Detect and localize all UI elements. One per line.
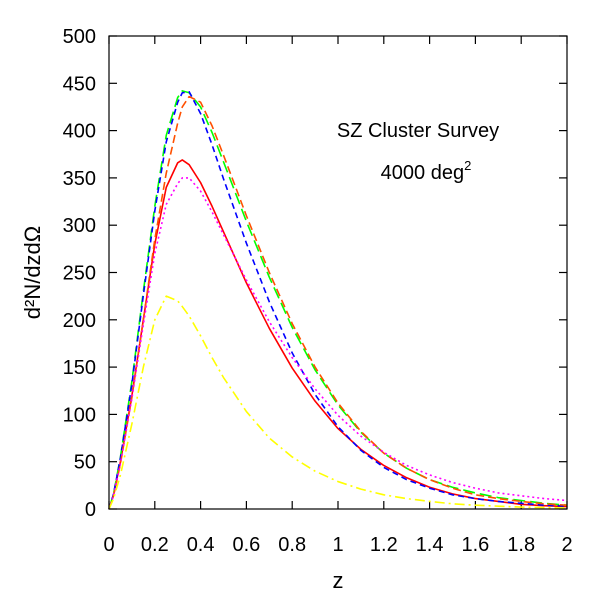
annotation-area-value: 4000 deg bbox=[381, 162, 464, 184]
y-tick-label: 350 bbox=[63, 168, 96, 190]
x-tick-label: 0.4 bbox=[187, 534, 215, 556]
y-tick-label: 50 bbox=[74, 452, 96, 474]
y-tick-label: 100 bbox=[63, 404, 96, 426]
y-tick-label: 200 bbox=[63, 310, 96, 332]
labels-layer: 0 0.2 0.4 0.6 0.8 1 1.2 1.4 1.6 1.8 2 0 50 100 150 200 2… bbox=[63, 26, 573, 556]
series-line-5 bbox=[108, 177, 568, 510]
x-tick-label: 1.4 bbox=[416, 534, 444, 556]
x-axis-label: z bbox=[333, 568, 344, 593]
y-tick-label: 300 bbox=[63, 215, 96, 237]
plot-frame bbox=[108, 35, 568, 510]
y-tick-label: 450 bbox=[63, 73, 96, 95]
y-tick-label: 400 bbox=[63, 121, 96, 143]
series-line-1 bbox=[108, 159, 568, 510]
y-axis-label: d²N/dzdΩ bbox=[20, 226, 45, 319]
x-tick-label: 1.2 bbox=[370, 534, 398, 556]
x-tick-label: 0.6 bbox=[232, 534, 260, 556]
series-line-3 bbox=[108, 91, 568, 510]
y-tick-label: 250 bbox=[63, 263, 96, 285]
annotation-survey-area: 4000 deg2 bbox=[381, 158, 472, 184]
ticks-layer bbox=[108, 35, 568, 510]
y-tick-label: 500 bbox=[63, 26, 96, 48]
annotation-area-exponent: 2 bbox=[464, 158, 471, 173]
annotation-survey-name: SZ Cluster Survey bbox=[337, 120, 499, 142]
x-tick-label: 1.8 bbox=[507, 534, 535, 556]
x-tick-label: 0.2 bbox=[141, 534, 169, 556]
y-tick-label: 0 bbox=[85, 499, 96, 521]
x-tick-label: 1 bbox=[332, 534, 343, 556]
x-tick-label: 2 bbox=[561, 534, 572, 556]
series-line-4 bbox=[108, 95, 568, 510]
x-tick-label: 0.8 bbox=[278, 534, 306, 556]
y-tick-label: 150 bbox=[63, 357, 96, 379]
series-layer bbox=[108, 90, 568, 510]
x-tick-label: 1.6 bbox=[461, 534, 489, 556]
x-tick-label: 0 bbox=[103, 534, 114, 556]
series-line-2 bbox=[108, 90, 568, 510]
series-line-6 bbox=[108, 295, 568, 510]
